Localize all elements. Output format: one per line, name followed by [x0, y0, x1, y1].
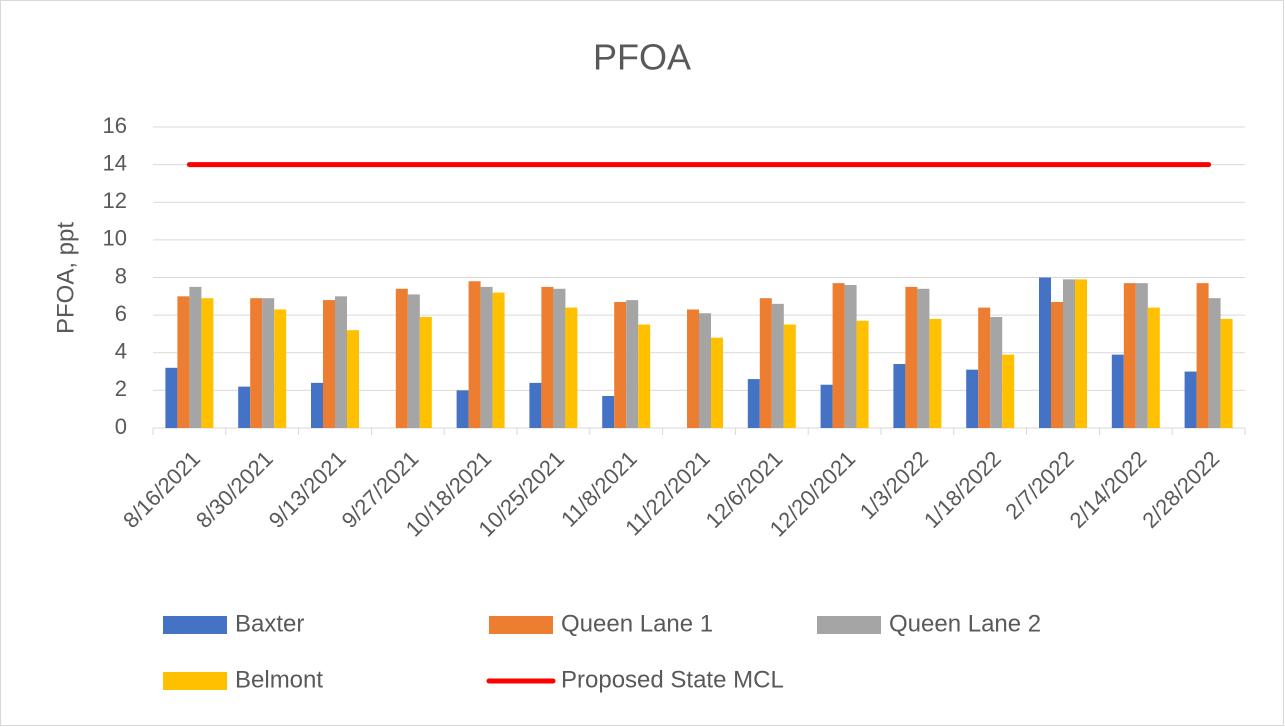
bar [323, 300, 335, 428]
bar [820, 384, 833, 428]
chart-title: PFOA [593, 37, 691, 78]
bar [395, 288, 408, 428]
y-tick-label: 6 [115, 301, 127, 326]
bar [1111, 354, 1124, 428]
bar [1147, 307, 1160, 428]
bar [456, 390, 469, 428]
bar [565, 307, 578, 428]
legend-label: Belmont [235, 666, 323, 693]
legend-label: Baxter [235, 610, 304, 637]
bar [347, 330, 359, 428]
legend-label: Queen Lane 1 [561, 610, 713, 637]
bar [747, 379, 760, 428]
bar [1063, 279, 1075, 428]
bar [771, 303, 784, 428]
y-tick-label: 8 [115, 263, 127, 288]
y-tick-label: 2 [115, 376, 127, 401]
bar [553, 288, 566, 428]
bar [1196, 283, 1209, 428]
bar [201, 298, 214, 428]
bar [711, 337, 723, 428]
y-tick-label: 0 [115, 414, 127, 439]
bar [274, 309, 287, 428]
bar [966, 369, 979, 428]
bar [978, 307, 991, 428]
bar [783, 324, 796, 428]
legend-swatch [489, 616, 553, 634]
bar [856, 320, 869, 428]
bar [699, 313, 711, 428]
bar [262, 298, 275, 428]
bar [1208, 298, 1221, 428]
legend-swatch [163, 616, 227, 634]
bar [1135, 283, 1148, 428]
bar [492, 292, 505, 428]
bar [917, 288, 930, 428]
bar [189, 286, 202, 428]
y-axis-label: PFOA, ppt [52, 222, 79, 334]
bar [335, 296, 347, 428]
bar [177, 296, 190, 428]
bar [238, 386, 251, 428]
bar [990, 317, 1003, 428]
legend-swatch [163, 672, 227, 690]
legend-label: Proposed State MCL [561, 666, 784, 693]
bar [1039, 277, 1051, 428]
bar [165, 367, 178, 428]
bar [626, 300, 639, 428]
y-tick-label: 14 [103, 150, 127, 175]
y-tick-label: 10 [103, 226, 127, 251]
y-tick-label: 12 [103, 188, 127, 213]
bar [1123, 283, 1136, 428]
bar [480, 286, 493, 428]
bar [1184, 371, 1197, 428]
bar [1051, 301, 1063, 428]
legend-label: Queen Lane 2 [889, 610, 1041, 637]
bar [832, 283, 845, 428]
bar [468, 281, 481, 428]
bar [614, 301, 627, 428]
bar [759, 298, 772, 428]
bar [1220, 318, 1233, 428]
bar [407, 294, 420, 428]
bar [844, 285, 857, 428]
y-tick-label: 16 [103, 113, 127, 138]
bar [311, 382, 323, 428]
y-tick-label: 4 [115, 339, 127, 364]
bar [929, 318, 942, 428]
bar [529, 382, 542, 428]
bar [602, 396, 615, 428]
bar [541, 286, 554, 428]
bar [905, 286, 918, 428]
bar [687, 309, 699, 428]
bar [419, 317, 432, 428]
bar [1075, 279, 1087, 428]
bar [250, 298, 263, 428]
legend-swatch [817, 616, 881, 634]
bar [1002, 354, 1015, 428]
bar [893, 364, 906, 428]
bar [638, 324, 651, 428]
